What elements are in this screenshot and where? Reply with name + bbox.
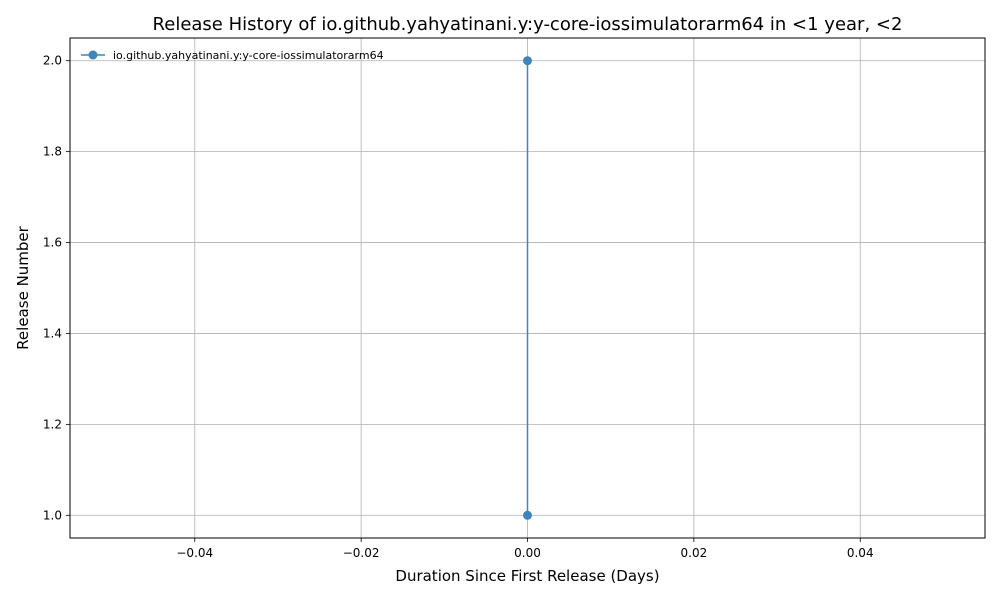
x-tick-label: 0.02	[681, 546, 708, 560]
legend: io.github.yahyatinani.y:y-core-iossimula…	[81, 49, 384, 62]
chart-title: Release History of io.github.yahyatinani…	[153, 14, 903, 35]
y-tick-label: 2.0	[43, 54, 62, 68]
y-tick-label: 1.4	[43, 326, 62, 340]
y-tick-label: 1.6	[43, 236, 62, 250]
series-layer	[523, 56, 532, 520]
x-axis-label: Duration Since First Release (Days)	[395, 567, 659, 585]
x-tick-label: −0.04	[176, 546, 213, 560]
legend-label: io.github.yahyatinani.y:y-core-iossimula…	[113, 49, 384, 62]
legend-marker	[88, 50, 98, 60]
x-tick-label: −0.02	[343, 546, 380, 560]
y-tick-label: 1.0	[43, 508, 62, 522]
y-axis-label: Release Number	[14, 225, 32, 349]
y-tick-label: 1.8	[43, 145, 62, 159]
data-point	[523, 510, 532, 520]
x-tick-label: 0.00	[514, 546, 541, 560]
axis-ticks: −0.04 −0.02 0.00 0.02 0.04 1.0 1.2 1.4 1.6 1.8 2.0	[43, 54, 874, 560]
y-tick-label: 1.2	[43, 417, 62, 431]
data-point	[523, 56, 532, 66]
x-tick-label: 0.04	[847, 546, 874, 560]
